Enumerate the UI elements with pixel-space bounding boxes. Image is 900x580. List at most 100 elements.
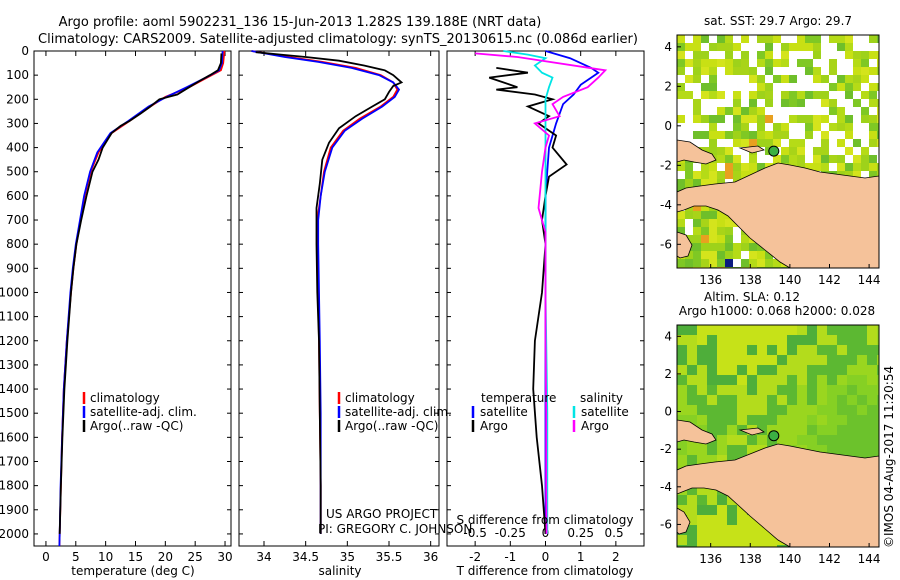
- sla-cell: [847, 405, 857, 415]
- sla-cell: [767, 385, 777, 395]
- sst-cell: [877, 83, 879, 91]
- sst-cell: [725, 163, 733, 171]
- sst-cell: [789, 43, 797, 51]
- sst-cell: [693, 35, 701, 43]
- map-x-tick-label: 138: [739, 552, 762, 566]
- sla-map-frame: [676, 324, 880, 548]
- legend-label-t-satellite: satellite: [480, 405, 528, 419]
- sst-cell: [837, 35, 845, 43]
- sla-cell: [787, 325, 797, 335]
- sst-cell: [701, 179, 709, 187]
- sla-cell: [767, 365, 777, 375]
- sla-map-title-line2: Argo h1000: 0.068 h2000: 0.028: [679, 304, 875, 318]
- sla-cell: [717, 535, 727, 545]
- sst-cell: [717, 43, 725, 51]
- sst-cell: [733, 123, 741, 131]
- sla-cell: [737, 535, 747, 545]
- sla-cell: [867, 405, 877, 415]
- sst-cell: [741, 51, 749, 59]
- sst-cell: [845, 91, 853, 99]
- land-bird-head: [677, 419, 717, 445]
- sst-cell: [677, 83, 685, 91]
- sla-cell: [717, 425, 727, 435]
- series-line-satellite-adj-clim-: [251, 50, 401, 534]
- sst-cell: [805, 35, 813, 43]
- sla-cell: [797, 375, 807, 385]
- sst-cell: [709, 211, 717, 219]
- land-new-guinea: [677, 162, 879, 268]
- sst-cell: [677, 227, 685, 235]
- sla-cell: [777, 325, 787, 335]
- s-difference-axis-label: S difference from climatology: [457, 513, 634, 527]
- sla-cell: [877, 435, 879, 445]
- sst-cell: [693, 203, 701, 211]
- sla-cell: [757, 535, 767, 545]
- sla-cell: [757, 415, 767, 425]
- sla-cell: [827, 345, 837, 355]
- sst-cell: [733, 99, 741, 107]
- series-line-t-satellite: [544, 50, 600, 534]
- sla-cell: [827, 425, 837, 435]
- sst-cell: [693, 179, 701, 187]
- sst-cell: [725, 259, 733, 267]
- sst-cell: [765, 35, 773, 43]
- sla-cell: [777, 545, 787, 547]
- sst-cell: [765, 91, 773, 99]
- sst-cell: [837, 107, 845, 115]
- sla-cell: [727, 355, 737, 365]
- sla-cell: [877, 405, 879, 415]
- sst-cell: [797, 155, 805, 163]
- sla-cell: [817, 415, 827, 425]
- sst-cell: [709, 259, 717, 267]
- sst-cell: [869, 51, 877, 59]
- imos-credit: ©IMOS 04-Aug-2017 11:20:54: [882, 366, 896, 548]
- sst-cell: [709, 147, 717, 155]
- sst-cell: [829, 99, 837, 107]
- sla-cell: [727, 425, 737, 435]
- sst-cell: [757, 131, 765, 139]
- sla-cell: [697, 345, 707, 355]
- sst-cell: [797, 139, 805, 147]
- sst-cell: [693, 227, 701, 235]
- sla-cell: [807, 385, 817, 395]
- sla-cell: [677, 335, 687, 345]
- map-y-tick-label: 4: [664, 329, 672, 343]
- sst-cell: [733, 155, 741, 163]
- sla-cell: [817, 445, 827, 455]
- sla-cell: [707, 495, 717, 505]
- map-x-tick-label: 142: [818, 552, 841, 566]
- sla-cell: [767, 545, 777, 547]
- sst-cell: [877, 139, 879, 147]
- sst-cell: [741, 123, 749, 131]
- sla-cell: [737, 435, 747, 445]
- sst-cell: [709, 67, 717, 75]
- x-tick-label: 35.5: [376, 550, 403, 564]
- sla-cell: [687, 325, 697, 335]
- sla-cell: [747, 405, 757, 415]
- sla-cell: [717, 395, 727, 405]
- sst-cell: [869, 171, 877, 179]
- sst-cell: [685, 171, 693, 179]
- sla-cell: [867, 375, 877, 385]
- sst-cell: [701, 51, 709, 59]
- sla-cell: [817, 335, 827, 345]
- series-line-satellite-adj-clim-: [58, 50, 224, 547]
- sla-cell: [727, 335, 737, 345]
- sst-cell: [821, 75, 829, 83]
- sst-cell: [781, 131, 789, 139]
- temperature-plot-frame: [33, 50, 232, 547]
- sst-cell: [709, 251, 717, 259]
- sla-cell: [687, 535, 697, 545]
- sla-cell: [707, 405, 717, 415]
- sla-cell: [707, 535, 717, 545]
- sla-cell: [737, 545, 747, 547]
- sst-cell: [725, 43, 733, 51]
- sla-cell: [837, 405, 847, 415]
- x-tick-label: -2: [469, 550, 481, 564]
- sla-cell: [797, 435, 807, 445]
- sst-cell: [701, 83, 709, 91]
- sla-cell: [757, 385, 767, 395]
- sst-cell: [805, 131, 813, 139]
- sla-cell: [687, 335, 697, 345]
